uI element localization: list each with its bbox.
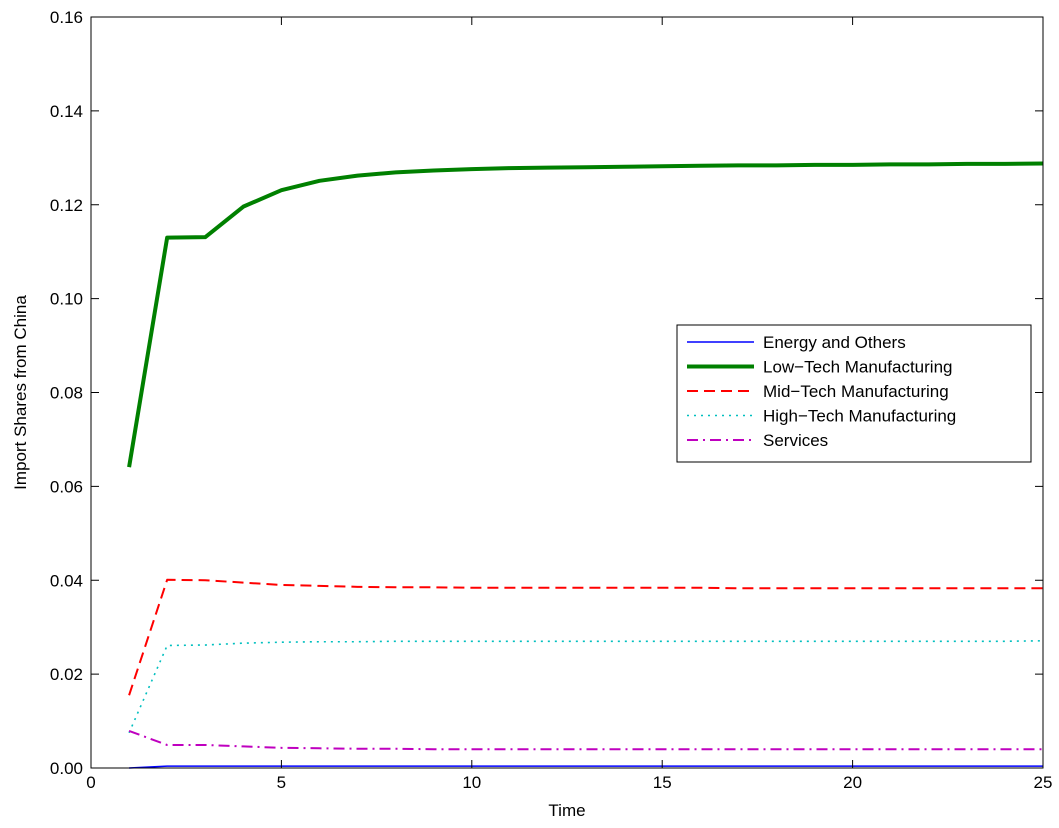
y-tick-label: 0.06 bbox=[50, 477, 83, 496]
y-tick-label: 0.14 bbox=[50, 102, 83, 121]
y-tick-label: 0.10 bbox=[50, 290, 83, 309]
legend-label-5: Services bbox=[763, 431, 828, 450]
legend-label-1: Energy and Others bbox=[763, 333, 906, 352]
x-tick-label: 10 bbox=[462, 773, 481, 792]
y-tick-label: 0.12 bbox=[50, 196, 83, 215]
x-tick-label: 5 bbox=[277, 773, 286, 792]
x-tick-label: 20 bbox=[843, 773, 862, 792]
y-tick-label: 0.08 bbox=[50, 384, 83, 403]
y-tick-label: 0.02 bbox=[50, 665, 83, 684]
y-tick-label: 0.00 bbox=[50, 759, 83, 778]
legend: Energy and Others Low−Tech Manufacturing M… bbox=[676, 324, 1032, 463]
legend-label-3: Mid−Tech Manufacturing bbox=[763, 382, 949, 401]
ticks-layer: 0 5 10 15 20 25 0.00 0.02 0.04 0.06 0.08 0.10 0.12 0.… bbox=[50, 8, 1053, 792]
legend-label-4: High−Tech Manufacturing bbox=[763, 407, 956, 426]
y-tick-label: 0.04 bbox=[50, 571, 83, 590]
x-tick-label: 0 bbox=[86, 773, 95, 792]
x-tick-label: 25 bbox=[1034, 773, 1053, 792]
x-tick-label: 15 bbox=[653, 773, 672, 792]
y-tick-label: 0.16 bbox=[50, 8, 83, 27]
series-line-5 bbox=[128, 729, 1043, 751]
series-line-2 bbox=[127, 161, 1044, 468]
y-axis-label: Import Shares from China bbox=[11, 295, 30, 490]
legend-label-2: Low−Tech Manufacturing bbox=[763, 358, 952, 377]
x-axis-label: Time bbox=[548, 801, 585, 820]
